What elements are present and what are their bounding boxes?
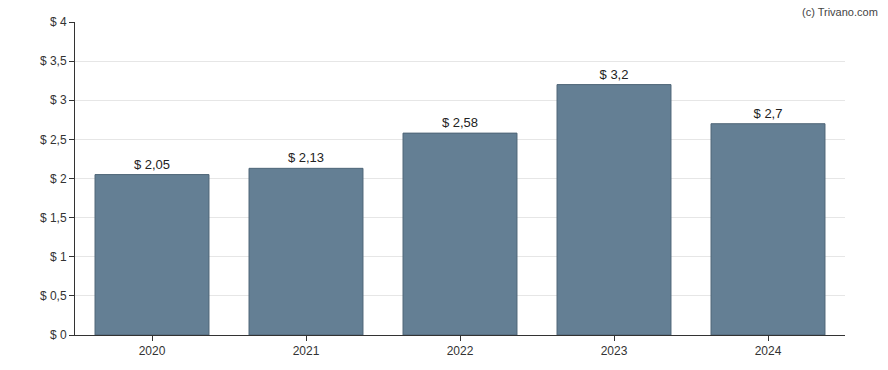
svg-text:$ 1,5: $ 1,5 — [40, 211, 67, 225]
svg-text:(c) Trivano.com: (c) Trivano.com — [802, 6, 878, 18]
svg-text:$ 2,7: $ 2,7 — [754, 106, 783, 121]
svg-text:$ 3,5: $ 3,5 — [40, 54, 67, 68]
svg-text:$ 4: $ 4 — [50, 15, 67, 29]
svg-text:2021: 2021 — [293, 344, 320, 358]
svg-text:$ 2,05: $ 2,05 — [134, 157, 170, 172]
svg-text:$ 0,5: $ 0,5 — [40, 289, 67, 303]
svg-text:2020: 2020 — [139, 344, 166, 358]
svg-text:$ 3,2: $ 3,2 — [600, 67, 629, 82]
svg-text:2024: 2024 — [755, 344, 782, 358]
svg-text:$ 3: $ 3 — [50, 93, 67, 107]
svg-text:2022: 2022 — [447, 344, 474, 358]
svg-text:$ 1: $ 1 — [50, 250, 67, 264]
svg-text:2023: 2023 — [601, 344, 628, 358]
svg-text:$ 2,5: $ 2,5 — [40, 133, 67, 147]
svg-text:$ 2: $ 2 — [50, 172, 67, 186]
svg-text:$ 2,13: $ 2,13 — [288, 150, 324, 165]
svg-text:$ 0: $ 0 — [50, 328, 67, 342]
svg-text:$ 2,58: $ 2,58 — [442, 115, 478, 130]
